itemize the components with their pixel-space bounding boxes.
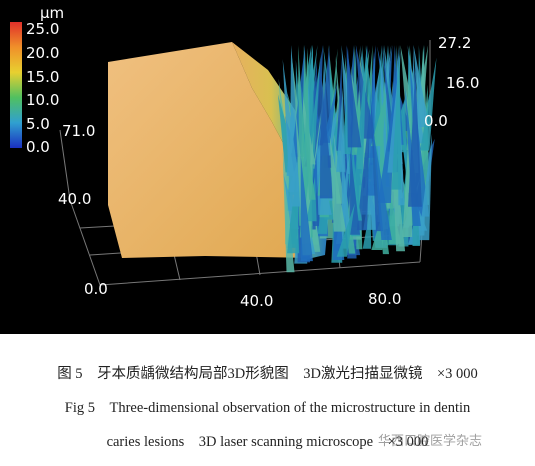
- spike: [341, 136, 351, 230]
- colorbar-label: 0.0: [26, 138, 50, 156]
- spike: [408, 68, 422, 207]
- axis-label: 40.0: [58, 190, 91, 208]
- caption-en: caries lesions 3D laser scanning microsc…: [106, 434, 429, 450]
- spike: [413, 45, 430, 127]
- spike: [346, 45, 362, 148]
- colorbar-label: 10.0: [26, 91, 59, 109]
- spike: [298, 45, 306, 157]
- spike: [372, 125, 392, 240]
- spike: [370, 89, 387, 147]
- axis-label: 16.0: [446, 74, 479, 92]
- spike: [359, 48, 373, 153]
- spike: [335, 56, 347, 174]
- caption-zh: 图 5 牙本质龋微结构局部3D形貌图 3D激光扫描显微镜 ×3 000: [57, 366, 478, 382]
- spike: [366, 140, 376, 196]
- spike: [390, 106, 406, 252]
- colorbar-label: 5.0: [26, 115, 50, 133]
- watermark: 华西口腔医学杂志: [378, 434, 483, 449]
- spike: [278, 78, 296, 195]
- axis-label: 27.2: [438, 34, 471, 52]
- spike: [356, 105, 371, 231]
- axis-label: 0.0: [424, 112, 448, 130]
- spike: [351, 45, 367, 209]
- spike: [355, 45, 376, 139]
- spike: [409, 57, 430, 217]
- spike: [420, 57, 437, 151]
- spike: [377, 84, 396, 204]
- colorbar-label: 25.0: [26, 20, 59, 38]
- colorbar-label: 15.0: [26, 68, 59, 86]
- spike: [322, 81, 338, 143]
- spike: [336, 203, 355, 257]
- axis-label: 40.0: [240, 292, 273, 310]
- spike: [304, 130, 316, 200]
- spike: [304, 111, 322, 167]
- axis-label: 71.0: [62, 122, 95, 140]
- caption-en: Fig 5 Three-dimensional observation of t…: [64, 400, 471, 416]
- spike: [318, 107, 339, 156]
- colorbar: [10, 22, 22, 148]
- axis-label: 0.0: [84, 280, 108, 298]
- spike: [300, 81, 316, 165]
- spike: [300, 155, 313, 262]
- spike: [319, 70, 334, 199]
- spike: [391, 45, 402, 190]
- spike: [282, 59, 303, 207]
- spike: [336, 87, 346, 172]
- spike-field: [277, 45, 437, 273]
- colorbar-label: 20.0: [26, 44, 59, 62]
- spike: [418, 133, 433, 241]
- colorbar-unit: μm: [40, 4, 64, 22]
- axis-label: 80.0: [368, 290, 401, 308]
- spike: [329, 135, 347, 232]
- surface-plateau: [108, 42, 312, 258]
- figure: μm 25.0 20.0 15.0 10.0 5.0 0.0 71.0 40.0…: [0, 0, 535, 334]
- spike: [301, 54, 321, 220]
